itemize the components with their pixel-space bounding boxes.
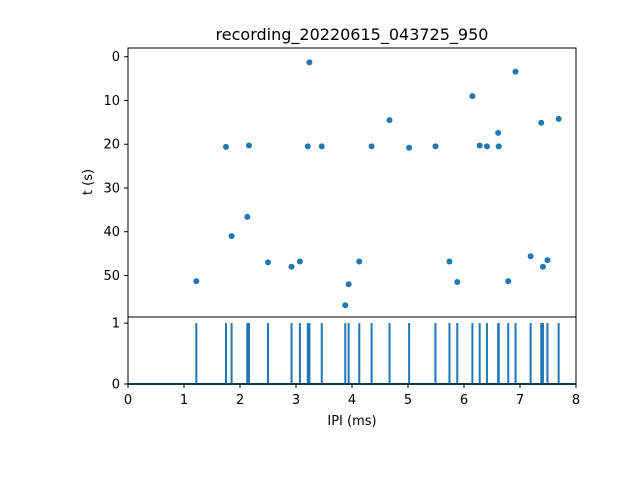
scatter-point	[223, 143, 229, 150]
trace-x-tick-label: 5	[404, 393, 412, 408]
scatter-point	[538, 119, 545, 126]
scatter-y-tick-label: 40	[103, 225, 120, 240]
trace-frame	[127, 316, 577, 385]
scatter-point	[555, 115, 562, 122]
trace-x-tick-label: 4	[348, 393, 356, 408]
scatter-point	[512, 68, 519, 75]
scatter-point	[265, 259, 271, 266]
trace-y-tick-label: 0	[112, 378, 120, 393]
chart-title: recording_20220615_043725_950	[216, 25, 489, 45]
trace-x-tick-label: 6	[460, 393, 468, 408]
scatter-y-label: t (s)	[81, 169, 96, 195]
scatter-point	[228, 233, 235, 240]
trace-x-tick-label: 7	[516, 393, 524, 408]
scatter-point	[296, 258, 303, 265]
scatter-point	[495, 129, 502, 136]
scatter-point	[245, 142, 252, 149]
trace-x-label: IPI (ms)	[327, 414, 376, 429]
scatter-y-ticks: 0 10 20 30 40 50	[103, 50, 128, 284]
scatter-point	[193, 278, 200, 285]
trace-x-tick-label: 0	[124, 393, 132, 408]
scatter-point	[454, 279, 461, 286]
scatter-point	[544, 257, 551, 264]
scatter-point	[304, 143, 311, 150]
trace-x-tick-label: 8	[572, 393, 580, 408]
scatter-point	[446, 258, 453, 265]
scatter-point	[386, 117, 393, 124]
scatter-point	[342, 302, 349, 309]
scatter-point	[495, 143, 502, 150]
scatter-point	[539, 263, 546, 270]
scatter-axes: 0 10 20 30 40 50 t (s)	[81, 47, 577, 318]
scatter-point	[345, 281, 352, 288]
scatter-y-tick-label: 50	[103, 269, 120, 284]
scatter-point	[306, 59, 313, 66]
scatter-y-tick-label: 10	[103, 94, 120, 109]
scatter-point	[406, 144, 413, 151]
scatter-points	[193, 59, 562, 309]
trace-y-tick-label: 1	[112, 317, 120, 332]
scatter-point	[483, 143, 490, 150]
scatter-y-tick-label: 30	[103, 181, 120, 196]
trace-x-ticks: 0 1 2 3 4 5 6 7 8	[124, 384, 580, 408]
scatter-point	[432, 143, 439, 150]
scatter-y-tick-label: 20	[103, 138, 120, 153]
scatter-point	[356, 258, 363, 265]
scatter-point	[368, 143, 375, 150]
trace-x-tick-label: 1	[180, 393, 188, 408]
scatter-point	[469, 93, 476, 100]
scatter-point	[476, 142, 483, 149]
trace-x-tick-label: 2	[236, 393, 244, 408]
trace-x-tick-label: 3	[292, 393, 300, 408]
scatter-point	[318, 143, 325, 150]
scatter-point	[505, 278, 512, 285]
scatter-point	[527, 253, 534, 260]
scatter-y-tick-label: 0	[112, 50, 120, 65]
trace-y-ticks: 01	[112, 317, 128, 393]
scatter-point	[244, 213, 251, 220]
scatter-point	[288, 263, 295, 270]
